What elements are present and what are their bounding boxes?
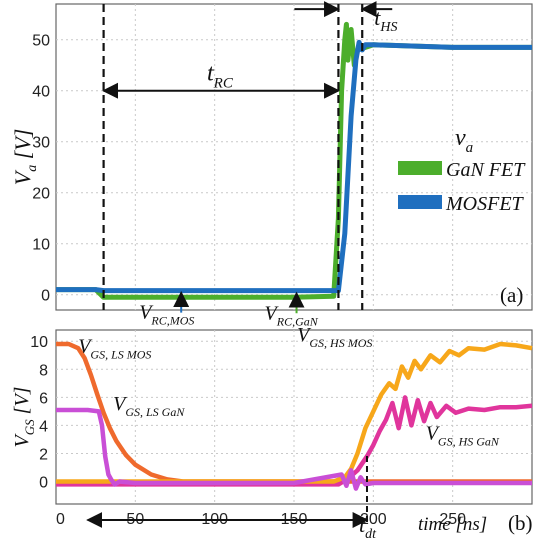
series-line-hs-mos	[56, 341, 533, 484]
y-tick-label: 4	[39, 418, 48, 435]
y-tick-label: 30	[32, 135, 50, 152]
y-tick-label: 6	[39, 390, 48, 407]
panel-a: 0 10 20 30 40 50 tRC tHS VRC,MOS VRC,GaN va GaN F…	[10, 1, 533, 328]
label-vgs-hs-gan: VGS, HS GaN	[426, 422, 500, 448]
y-tick-label: 2	[39, 446, 48, 463]
v-rc-gan-label: VRC,GaN	[265, 302, 319, 328]
y-tick-label: 50	[32, 33, 50, 50]
panel-b-x-label: time [ns]	[418, 514, 487, 535]
series-line-ls-gan	[56, 407, 532, 491]
y-tick-label: 8	[39, 362, 48, 379]
v-rc-mos-label: VRC,MOS	[139, 302, 194, 328]
panel-a-annotations: tRC tHS VRC,MOS VRC,GaN	[101, 1, 397, 328]
panel-a-label: (a)	[500, 283, 523, 307]
label-vgs-ls-mos: VGS, LS MOS	[78, 335, 151, 361]
legend-swatch	[398, 195, 442, 209]
y-tick-label: 20	[32, 186, 50, 203]
y-tick-label: 10	[30, 334, 48, 351]
panel-b-series	[56, 341, 533, 491]
panel-a-y-ticks: 0 10 20 30 40 50	[32, 33, 50, 305]
panel-b-annotations: tdt	[86, 456, 377, 542]
panel-a-markers	[102, 4, 364, 310]
y-tick-label: 0	[41, 288, 50, 305]
label-vgs-ls-gan: VGS, LS GaN	[113, 393, 185, 419]
t-hs-label: tHS	[374, 5, 397, 35]
panel-b-labels: VGS, LS MOS VGS, LS GaN VGS, HS MOS VGS, HS…	[78, 324, 500, 448]
y-tick-label: 10	[32, 237, 50, 254]
legend-entry-label: MOSFET	[445, 193, 525, 215]
panel-b-label: (b)	[508, 511, 533, 535]
y-tick-label: 40	[32, 84, 50, 101]
panel-a-y-label: Va [V]	[10, 129, 40, 186]
panel-b-y-ticks: 0 2 4 6 8 10	[30, 334, 48, 491]
legend-swatch	[398, 161, 442, 175]
panel-a-series	[56, 21, 532, 300]
legend-entry-label: GaN FET	[446, 159, 526, 181]
panel-a-legend: va GaN FET MOSFET	[398, 125, 526, 215]
series-line-mosfet	[56, 39, 532, 294]
label-vgs-hs-mos: VGS, HS MOS	[297, 324, 372, 350]
panel-b-y-label: VGS [V]	[11, 387, 37, 448]
x-tick-label: 0	[56, 511, 65, 528]
legend-title: va	[455, 125, 473, 156]
t-dt-label: tdt	[359, 512, 377, 542]
y-tick-label: 0	[39, 475, 48, 492]
x-tick-label: 250	[439, 511, 466, 528]
series-line-hs-gan	[56, 395, 533, 487]
t-rc-label: tRC	[207, 61, 234, 92]
panel-a-grid	[56, 4, 532, 310]
